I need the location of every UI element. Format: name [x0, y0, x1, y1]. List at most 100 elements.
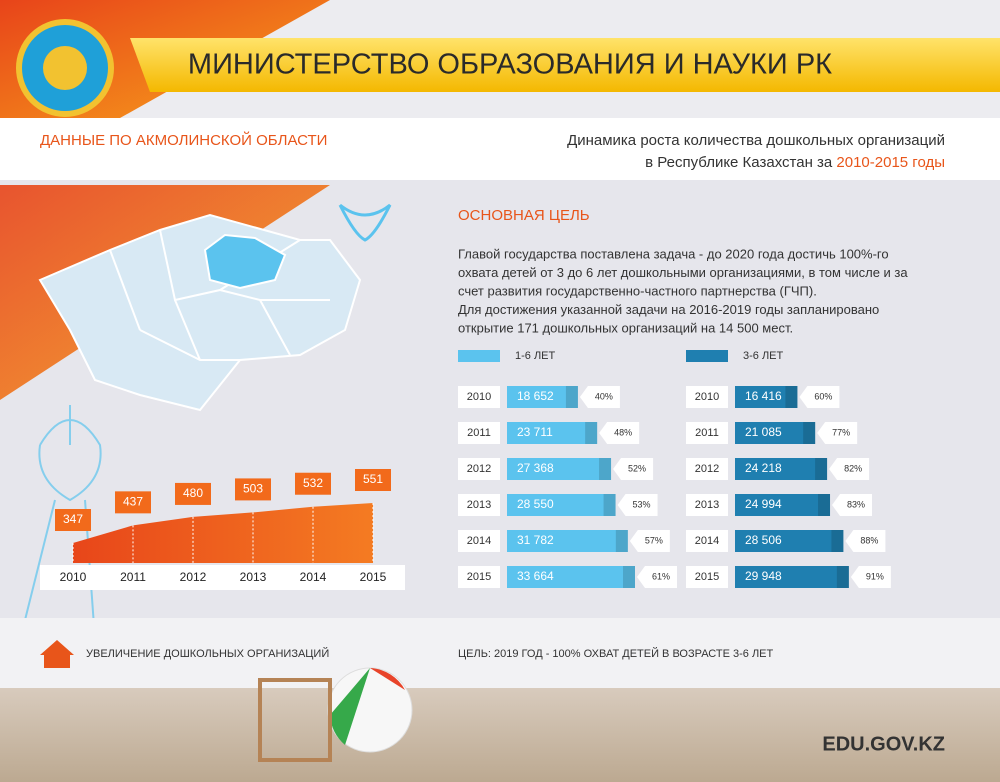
value-label: 31 782 — [517, 533, 554, 547]
goal-text: Главой государства поставлена задача - д… — [458, 246, 908, 335]
eagle — [338, 203, 392, 242]
share-tag — [829, 458, 870, 480]
bar-tail — [603, 494, 616, 516]
bar-tail — [599, 458, 612, 480]
value-label: 29 948 — [745, 569, 782, 583]
y-tick-label: 2015 — [695, 571, 719, 583]
year-box — [458, 494, 500, 516]
share-label: 82% — [844, 463, 862, 473]
title-banner — [130, 38, 1000, 92]
subtitle: Динамика роста количества дошкольных орг… — [567, 132, 945, 149]
goal-line: открытие 171 дошкольных организаций на 1… — [458, 320, 793, 335]
bar — [735, 530, 844, 552]
share-tag — [845, 530, 886, 552]
share-tag — [817, 422, 858, 444]
share-label: 91% — [866, 571, 884, 581]
x-tick-label: 2015 — [360, 570, 387, 584]
bar-tail — [785, 386, 798, 408]
label-box — [295, 472, 331, 495]
value-label: 24 994 — [745, 497, 782, 511]
x-tick-label: 2010 — [60, 570, 87, 584]
value-label: 28 506 — [745, 533, 782, 547]
bar — [735, 566, 849, 588]
share-label: 52% — [628, 463, 646, 473]
bar — [507, 530, 628, 552]
bar-tail — [836, 566, 849, 588]
year-box — [458, 530, 500, 552]
goal-line: охвата детей от 3 до 6 лет дошкольными о… — [458, 265, 908, 280]
floor — [0, 688, 1000, 782]
bar — [735, 386, 798, 408]
area — [73, 503, 373, 563]
bar-tail — [803, 422, 816, 444]
value-label: 551 — [363, 472, 383, 486]
label-box — [175, 482, 211, 505]
year-box — [686, 386, 728, 408]
bar-tail — [565, 386, 578, 408]
bar — [507, 566, 635, 588]
year-box — [686, 530, 728, 552]
share-label: 60% — [814, 391, 832, 401]
bar-tail — [831, 530, 844, 552]
x-tick-label: 2012 — [180, 570, 207, 584]
page-title: МИНИСТЕРСТВО ОБРАЗОВАНИЯ И НАУКИ РК — [188, 49, 832, 81]
share-label: 83% — [847, 499, 865, 509]
y-tick-label: 2012 — [695, 463, 719, 475]
goal-line: Для достижения указанной задачи на 2016-… — [458, 302, 879, 317]
share-label: 48% — [614, 427, 632, 437]
x-tick-label: 2013 — [240, 570, 267, 584]
y-tick-label: 2013 — [695, 499, 719, 511]
value-label: 16 416 — [745, 389, 782, 403]
year-box — [458, 386, 500, 408]
subheader-bg — [0, 118, 1000, 180]
legend-label: 3-6 ЛЕТ — [743, 350, 784, 362]
map-borders — [109, 229, 330, 361]
site: EDU.GOV.KZ — [822, 733, 945, 755]
legend-label: 1-6 ЛЕТ — [515, 350, 556, 362]
value-label: 23 711 — [517, 425, 553, 439]
value-label: 532 — [303, 476, 323, 490]
bar — [507, 386, 578, 408]
bar — [507, 422, 598, 444]
emblem-center — [43, 46, 87, 90]
year-box — [458, 566, 500, 588]
y-tick-label: 2013 — [467, 499, 491, 511]
ball-stripe — [370, 668, 405, 690]
year-box — [686, 566, 728, 588]
label-box — [235, 478, 271, 501]
abacus — [258, 678, 332, 762]
value-label: 480 — [183, 486, 203, 500]
year-box — [686, 458, 728, 480]
label-box — [115, 491, 151, 514]
ball-stripe — [330, 668, 370, 745]
y-tick-label: 2010 — [695, 391, 719, 403]
year-box — [458, 422, 500, 444]
bar-tail — [623, 566, 635, 588]
region-label: ДАННЫЕ ПО АКМОЛИНСКОЙ ОБЛАСТИ — [40, 131, 327, 149]
share-tag — [599, 422, 640, 444]
share-label: 77% — [832, 427, 850, 437]
bar — [507, 494, 616, 516]
legend-swatch — [686, 350, 728, 362]
y-tick-label: 2010 — [467, 391, 491, 403]
bar-tail — [818, 494, 831, 516]
share-tag — [613, 458, 654, 480]
year-strip — [40, 565, 405, 590]
value-label: 503 — [243, 482, 263, 496]
bar-tail — [815, 458, 828, 480]
year-box — [686, 422, 728, 444]
value-label: 18 652 — [517, 389, 554, 403]
value-label: 24 218 — [745, 461, 782, 475]
subtitle-years: 2010-2015 годы — [836, 154, 945, 171]
share-label: 88% — [860, 535, 878, 545]
label-box — [55, 509, 91, 531]
value-label: 28 550 — [517, 497, 554, 511]
subtitle: в Республике Казахстан за 2010-2015 годы — [645, 154, 945, 171]
akmola-region — [203, 233, 287, 290]
goal-title: ОСНОВНАЯ ЦЕЛЬ — [458, 207, 590, 224]
bar — [735, 458, 828, 480]
bar — [507, 458, 612, 480]
year-box — [458, 458, 500, 480]
